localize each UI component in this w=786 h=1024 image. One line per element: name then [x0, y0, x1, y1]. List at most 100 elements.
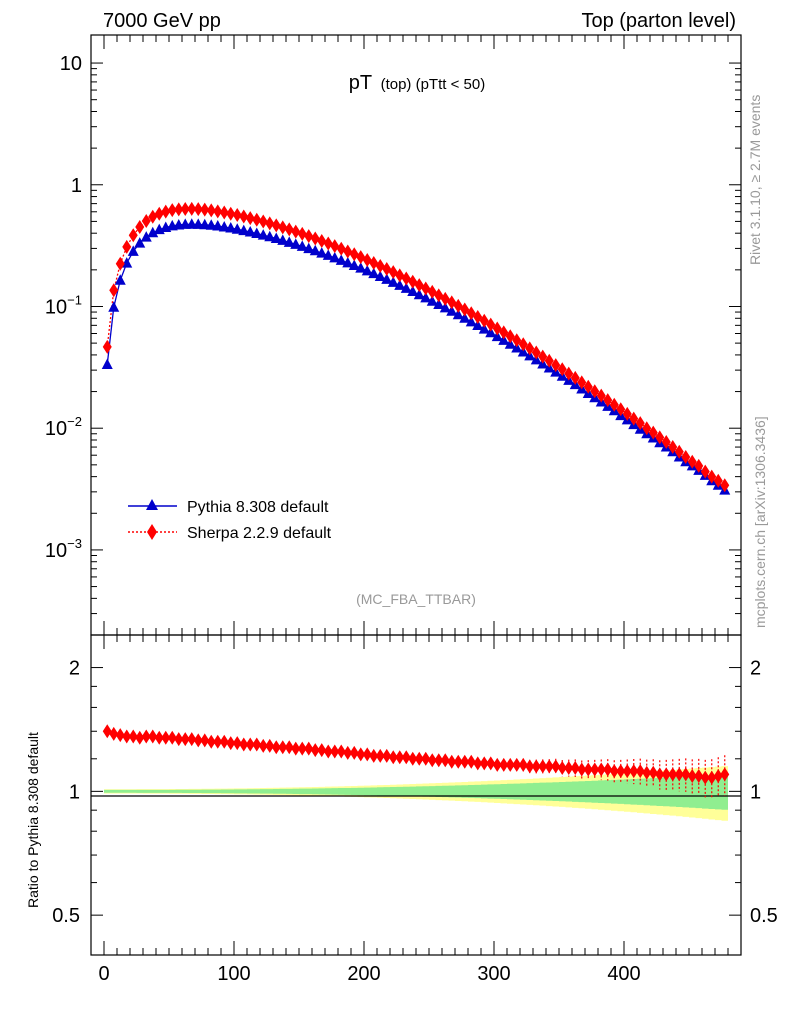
ratio-point [278, 740, 288, 755]
ratio-point [577, 762, 587, 777]
ratio-point [239, 737, 249, 752]
main-series-group [101, 201, 731, 495]
ratio-point [694, 768, 704, 783]
sherpa-point [544, 353, 554, 368]
main-y-tick-label: 10−3 [45, 536, 82, 562]
sherpa-point [349, 247, 359, 262]
sherpa-point [609, 397, 619, 412]
ratio-point [603, 762, 613, 777]
ratio-point [180, 732, 190, 747]
ratio-point [453, 754, 463, 769]
ratio-point [421, 751, 431, 766]
pythia-point [387, 276, 399, 287]
ratio-point [135, 730, 145, 745]
ratio-point [414, 751, 424, 766]
sherpa-point [219, 205, 229, 220]
sherpa-point [109, 283, 119, 298]
ratio-series-group [102, 724, 730, 799]
ratio-point [258, 738, 268, 753]
pythia-point [348, 259, 360, 270]
ratio-point [310, 743, 320, 758]
pythia-point [140, 231, 152, 242]
sherpa-point [122, 239, 132, 254]
pythia-point [472, 319, 484, 330]
sherpa-point [369, 255, 379, 270]
ratio-point [674, 767, 684, 782]
ratio-point [252, 737, 262, 752]
header-right: Top (parton level) [581, 10, 736, 32]
pythia-point [335, 254, 347, 265]
sherpa-point [310, 231, 320, 246]
ratio-point [538, 759, 548, 774]
ratio-point [460, 754, 470, 769]
pythia-series-line [106, 223, 726, 491]
ratio-point [596, 762, 606, 777]
sherpa-point [531, 345, 541, 360]
sherpa-point [278, 220, 288, 235]
ratio-point [440, 753, 450, 768]
ratio-point [115, 728, 125, 743]
main-y-tick-label-base: 10 [45, 296, 67, 318]
side-label-lower: mcplots.cern.ch [arXiv:1306.3436] [752, 416, 768, 628]
ratio-point [427, 753, 437, 768]
ratio-point [518, 757, 528, 772]
pythia-point [290, 238, 302, 249]
legend-label-pythia: Pythia 8.308 default [187, 499, 329, 516]
legend-item-pythia: Pythia 8.308 default [128, 499, 329, 516]
sherpa-point [492, 321, 502, 336]
sherpa-point [161, 204, 171, 219]
ratio-point [349, 745, 359, 760]
pythia-point [114, 274, 126, 285]
sherpa-point [304, 229, 314, 244]
ratio-point [284, 740, 294, 755]
ratio-point [161, 730, 171, 745]
plot-title-small: (top) (pTtt < 50) [381, 76, 486, 93]
main-y-tick-label-exponent: −3 [67, 536, 82, 551]
ratio-band-inner [104, 774, 728, 810]
sherpa-point [525, 341, 535, 356]
ratio-point [713, 768, 723, 783]
ratio-point [226, 736, 236, 751]
sherpa-point [362, 253, 372, 268]
ratio-point [148, 729, 158, 744]
side-label-upper: Rivet 3.1.10, ≥ 2.7M events [747, 95, 763, 265]
ratio-uncertainty-bands [104, 766, 728, 821]
pythia-point [426, 295, 438, 306]
ratio-point [297, 741, 307, 756]
ratio-x-tick-label: 200 [347, 963, 380, 985]
pythia-point [420, 291, 432, 303]
pythia-point [491, 330, 503, 342]
sherpa-point [154, 206, 164, 221]
pythia-point [238, 224, 250, 236]
ratio-point [291, 741, 301, 756]
ratio-point [570, 760, 580, 775]
ratio-plot-panel: 2 2 1 1 0.5 0.5 0 100 200 300 400 [52, 634, 778, 985]
ratio-y-tick-label-left: 1 [69, 781, 80, 803]
ratio-point [668, 767, 678, 782]
sherpa-point [681, 449, 691, 464]
ratio-x-tick-label: 400 [607, 963, 640, 985]
pythia-point [257, 229, 269, 240]
main-y-tick-label-exponent: −2 [67, 414, 82, 429]
ratio-point [642, 765, 652, 780]
sherpa-point [135, 220, 145, 235]
pythia-point [452, 308, 464, 320]
pythia-point [413, 288, 425, 300]
pythia-point [400, 282, 412, 293]
sherpa-point [206, 203, 216, 218]
ratio-point [479, 756, 489, 771]
pythia-point [251, 227, 263, 238]
plot-title-main: pT [349, 72, 372, 94]
ratio-y-tick-label-right: 0.5 [750, 905, 778, 927]
ratio-point [401, 750, 411, 765]
pythia-point [374, 270, 386, 282]
pythia-point [244, 225, 256, 237]
pythia-point [121, 257, 133, 268]
pythia-point [368, 267, 380, 279]
main-plot-frame [90, 34, 742, 636]
sherpa-point [102, 339, 112, 354]
ratio-y-tick-label-right: 2 [750, 658, 761, 680]
pythia-point [433, 298, 445, 310]
